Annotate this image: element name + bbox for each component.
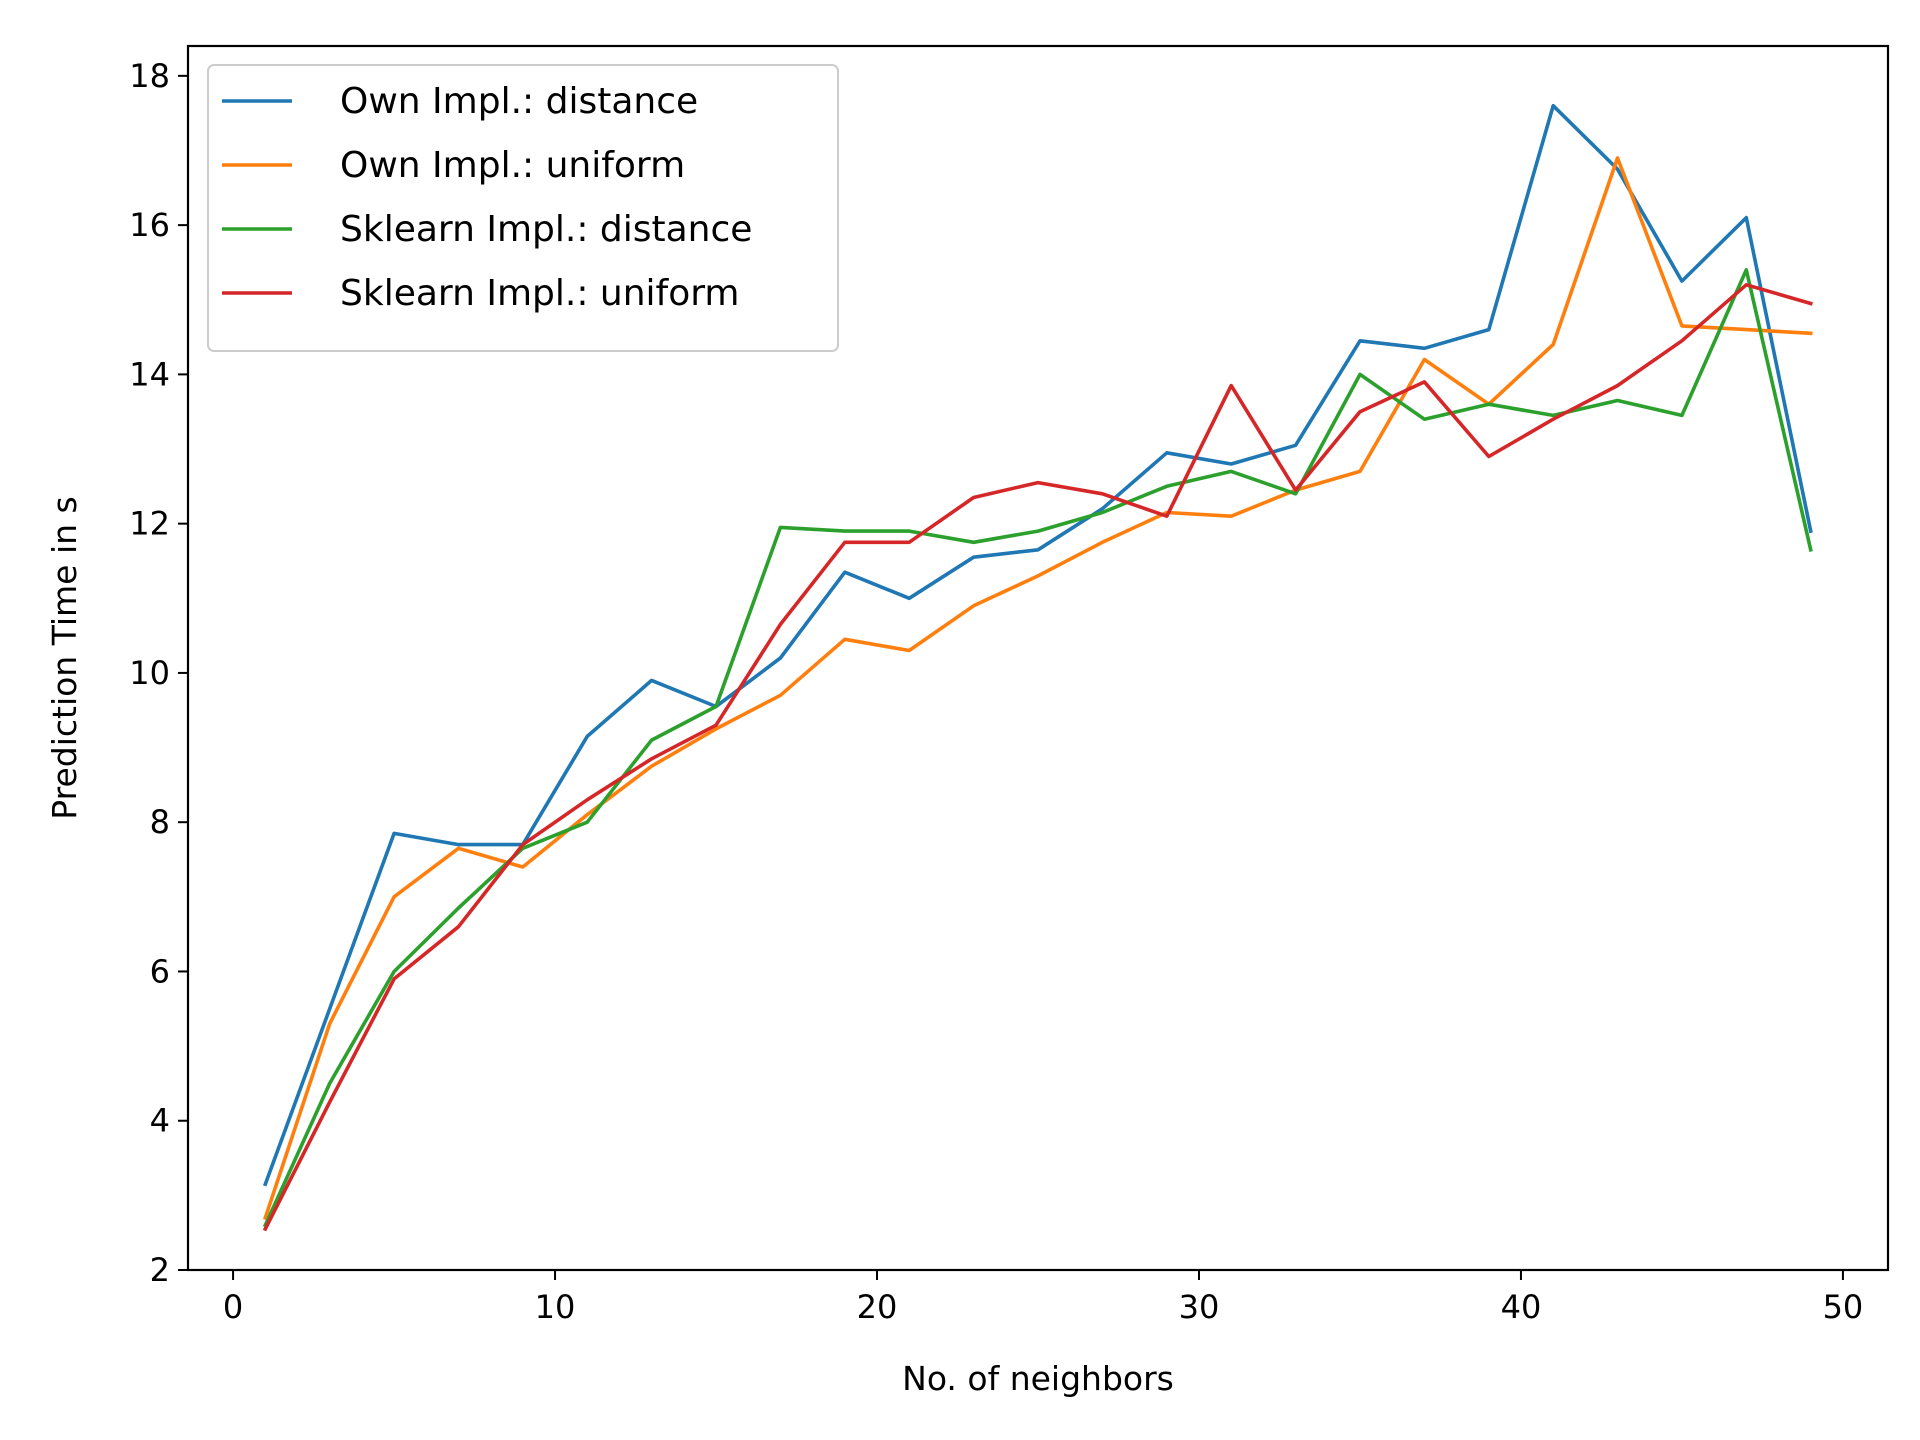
- x-axis: 0 10 20 30 40 50: [223, 1270, 1863, 1326]
- y-tick-label: 18: [129, 57, 170, 95]
- y-tick-label: 14: [129, 355, 170, 393]
- plot-area: [262, 103, 1813, 1232]
- x-tick-label: 10: [535, 1288, 576, 1326]
- y-tick-label: 12: [129, 505, 170, 543]
- y-tick-label: 2: [150, 1251, 170, 1289]
- x-tick-label: 30: [1179, 1288, 1220, 1326]
- series-line-own-impl-uniform: [263, 156, 1813, 1221]
- x-axis-title: No. of neighbors: [902, 1359, 1174, 1398]
- plot-frame: [186, 44, 1890, 1272]
- x-tick-label: 20: [857, 1288, 898, 1326]
- legend-label: Own Impl.: distance: [340, 81, 698, 122]
- legend-label: Own Impl.: uniform: [340, 145, 685, 186]
- legend-label: Sklearn Impl.: uniform: [340, 273, 739, 314]
- x-tick-label: 0: [223, 1288, 243, 1326]
- y-tick-label: 8: [150, 803, 170, 841]
- legend-label: Sklearn Impl.: distance: [340, 209, 752, 250]
- x-tick-label: 50: [1823, 1288, 1864, 1326]
- y-tick-label: 10: [129, 654, 170, 692]
- legend: Own Impl.: distance Own Impl.: uniform Skl…: [207, 64, 839, 352]
- series-line-sklearn-impl-distance: [262, 268, 1813, 1228]
- series-line-sklearn-impl-uniform: [262, 282, 1813, 1232]
- x-tick-label: 40: [1501, 1288, 1542, 1326]
- legend-box: [207, 64, 839, 352]
- y-tick-label: 4: [150, 1102, 170, 1140]
- y-axis-title: Prediction Time in s: [45, 496, 84, 819]
- y-tick-label: 16: [129, 206, 170, 244]
- y-axis: 2 4 6 8 10 12 14 16 18: [129, 57, 188, 1289]
- y-tick-label: 6: [150, 952, 170, 990]
